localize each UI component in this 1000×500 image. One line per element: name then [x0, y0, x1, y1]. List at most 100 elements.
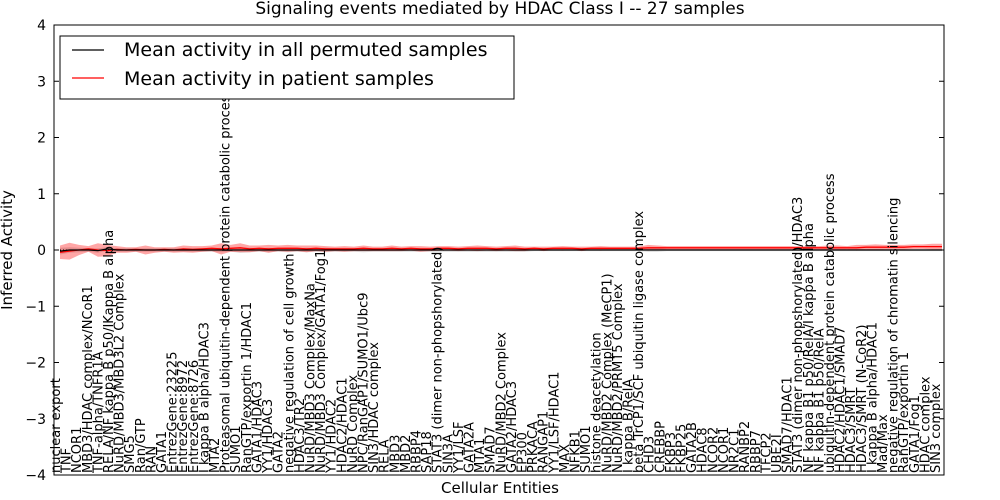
x-tick-label: GATA2 [272, 431, 287, 473]
x-tick-label: nuclear export [49, 378, 64, 473]
x-tick-label: EP300 [516, 432, 531, 473]
x-tick-label: NuRD/MBD3/MBD3L2 Complex [113, 273, 128, 473]
x-tick-label: NuRD Complex [346, 375, 361, 473]
x-tick-label: NuRD/MBD2/PRMT5 Complex [611, 283, 626, 473]
x-tick-label: SMAD7/HDAC1 [781, 376, 796, 473]
x-tick-label: SMAD7 [484, 426, 499, 473]
x-tick-label: NPC/RanGAP1/SUMO1/Ubc9 [356, 293, 371, 473]
y-tick-label: 3 [37, 74, 46, 90]
x-tick-label: NuRD/MBD3 Complex/MaxNa [303, 283, 318, 473]
y-tick-label: 2 [37, 131, 46, 147]
x-tick-label: NR2C1 [728, 429, 743, 473]
x-tick-label: TNF-alpha/TNFR1A [91, 351, 106, 474]
x-tick-label: SAP18 [420, 431, 435, 473]
x-tick-label: GATA1 [155, 431, 170, 473]
chart-title: Signaling events mediated by HDAC Class … [255, 0, 744, 19]
x-tick-label: EntrezGene:8972 [176, 360, 191, 473]
line-patient [59, 245, 942, 253]
x-tick-label: RANBP2 [738, 421, 753, 473]
x-tick-label: Mad/Max [876, 414, 891, 473]
x-tick-label: HDAC3/TR2 [293, 398, 308, 473]
y-axis-ticks: −4 −3 −2 −1 0 1 2 3 4 [25, 18, 944, 484]
x-tick-label: MBD3/HDAC complex/NCoR1 [81, 285, 96, 473]
y-tick-label: 4 [37, 18, 46, 34]
x-tick-label: NF kappa B1 p50/RelA [812, 328, 827, 473]
x-tick-label: Ran/GTP [134, 418, 149, 473]
x-tick-label: RBBP4 [409, 430, 424, 473]
x-tick-label: RAN [144, 446, 159, 473]
x-tick-label: GATA2B [685, 422, 700, 473]
x-tick-label: I kappa B alpha/HDAC1 [865, 322, 880, 473]
x-tick-label: GATA1/Fog1 [908, 395, 923, 473]
x-tick-label: negative regulation of cell growth [282, 253, 297, 473]
x-tick-label: EntrezGene:23225 [166, 352, 181, 473]
y-axis-label: Inferred Activity [0, 190, 16, 310]
x-tick-label: RELA [378, 439, 393, 473]
x-tick-label: MBD3 [388, 435, 403, 473]
legend-label-permuted: Mean activity in all permuted samples [124, 39, 487, 61]
x-tick-label: FKBP3 [664, 432, 679, 473]
x-axis-label: Cellular Entities [441, 479, 559, 497]
x-tick-label: YY1/LSF/HDAC1 [547, 372, 562, 474]
x-tick-label: SMG5 [123, 435, 138, 473]
x-tick-label: TFCP2 [759, 432, 774, 474]
x-tick-label: NCOR1 [717, 427, 732, 473]
x-tick-label: I kappa B alpha/HDAC3 [197, 322, 212, 473]
line-permuted [59, 248, 942, 252]
x-tick-label: SIN3/HDAC complex [367, 342, 382, 473]
x-tick-label: MAX [558, 444, 573, 473]
x-tick-label: HDAC complex [918, 376, 933, 473]
y-tick-label: −4 [25, 468, 46, 484]
x-tick-label: RELA/NF kappa B p50/IKappa B alpha [102, 230, 117, 473]
x-tick-label: RanGTP/exportin 1/HDAC1 [240, 302, 255, 473]
x-tick-label: YY1/HDAC2 [325, 399, 340, 474]
y-tick-label: 1 [37, 187, 46, 203]
x-tick-label: NCOR1 [70, 427, 85, 473]
x-tick-label: SUMO1 [229, 426, 244, 474]
x-tick-label: EntrezGene:8726 [187, 360, 202, 473]
x-tick-label: HDAC8 [696, 427, 711, 473]
x-tick-label: CREBBP [653, 421, 668, 473]
y-tick-label: −3 [25, 412, 46, 428]
x-tick-label: NuRD/MBD3 Complex/GATA1/Fog1 [314, 250, 329, 473]
legend: Mean activity in all permuted samples Me… [59, 35, 515, 100]
x-tick-label: NF kappa B1 p50/RelA/I kappa B alpha [802, 223, 817, 473]
x-tick-label: GATA2A [462, 422, 477, 473]
x-tick-label: PRKACA [526, 421, 541, 473]
x-tick-label: MBD2 [399, 435, 414, 473]
band-permuted [60, 247, 942, 255]
x-tick-label: RanGTP/exportin 1 [897, 352, 912, 473]
x-tick-label: NuRD/MBD2 Complex [494, 332, 509, 473]
x-tick-label: HDAC2/HDAC1/SMAD7 [834, 326, 849, 473]
x-tick-label: TNF [60, 448, 75, 474]
confidence-bands [60, 242, 942, 260]
series-lines [59, 245, 942, 253]
x-tick-label: NuRD/MBD2 Complex (MeCP1) [600, 273, 615, 473]
x-tick-label: HDAC2/HDAC1 [335, 377, 350, 473]
x-tick-label: YY1/HDAC3 [261, 399, 276, 474]
y-tick-label: −2 [25, 356, 46, 372]
band-patient [60, 242, 942, 260]
x-tick-label: ubiquitin-dependent protein catabolic pr… [823, 173, 838, 473]
x-tick-label: histone deacetylation [590, 332, 605, 473]
x-tick-label: HDAC3/SMRT (N-CoR2) [855, 325, 870, 473]
x-tick-label: SIN3A [441, 434, 456, 473]
x-tick-label: SUMO1 [579, 426, 594, 474]
x-tick-label: CHD3 [643, 436, 658, 473]
x-tick-label: FKBP25 [675, 424, 690, 473]
x-tick-label: SIN3 complex [929, 383, 944, 473]
legend-label-patient: Mean activity in patient samples [124, 68, 434, 90]
x-tick-label: I kappa B/ReIA [622, 379, 637, 473]
x-tick-label: beta TrCP1/SCF ubiquitin ligase complex [632, 211, 647, 473]
y-tick-label: −1 [25, 299, 46, 315]
x-tick-label: HDAC3/SMRT [844, 387, 859, 473]
legend-box [59, 35, 515, 100]
x-tick-label: RBBP7 [749, 430, 764, 473]
y-tick-label: 0 [37, 243, 46, 259]
x-tick-label: MTA2 [208, 438, 223, 473]
x-tick-label: NFKB1 [569, 430, 584, 473]
x-tick-label: Proteasomal ubiquitin-dependent protein … [219, 88, 234, 473]
x-tick-label: NCOR2 [706, 427, 721, 473]
